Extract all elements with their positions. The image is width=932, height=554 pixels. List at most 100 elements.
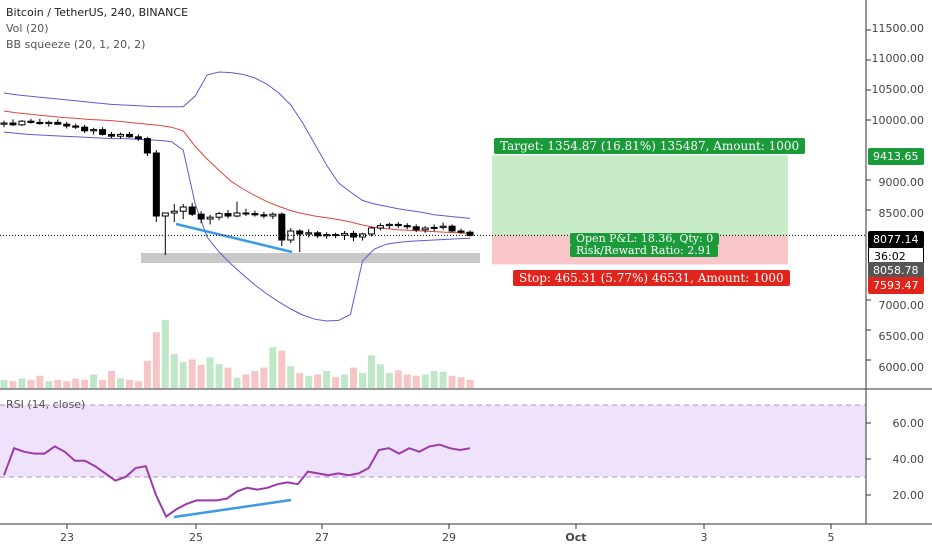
volume-bar xyxy=(215,364,223,388)
volume-bar xyxy=(376,364,384,388)
candle-body xyxy=(188,206,196,215)
profit-zone xyxy=(492,155,788,236)
candle-body xyxy=(117,133,124,137)
volume-bar xyxy=(117,378,124,388)
volume-bar xyxy=(403,374,411,388)
volume-bar xyxy=(170,354,178,388)
volume-bar xyxy=(251,371,259,388)
time-tick: 27 xyxy=(315,531,329,544)
volume-bar xyxy=(341,374,349,388)
candle-body xyxy=(341,232,349,236)
volume-bar xyxy=(385,373,393,388)
candle-body xyxy=(9,122,17,126)
time-tick: 25 xyxy=(189,531,203,544)
candle-body xyxy=(161,212,169,217)
candle-body xyxy=(215,213,223,218)
volume-bar xyxy=(54,379,62,388)
candle-body xyxy=(125,133,133,138)
candle-body xyxy=(224,213,232,217)
candle-body xyxy=(323,234,331,237)
price-tick: 9000.00 xyxy=(878,176,925,189)
volume-bar xyxy=(278,350,286,388)
volume-bar xyxy=(242,374,250,388)
volume-bar xyxy=(430,371,438,388)
candle-body xyxy=(81,126,89,132)
rsi-band-fill xyxy=(0,405,866,477)
candle-body xyxy=(296,230,304,235)
candle-body xyxy=(367,227,375,235)
price-tick: 10500.00 xyxy=(871,83,925,96)
candle-body xyxy=(170,210,178,214)
volume-bar xyxy=(18,378,26,388)
bb-basis-line xyxy=(3,110,471,234)
volume-bar xyxy=(439,371,447,388)
candle-body xyxy=(260,214,268,217)
volume-bar xyxy=(27,379,35,388)
price-tick: 6500.00 xyxy=(878,330,925,343)
candle-body xyxy=(90,129,98,132)
volume-bar xyxy=(350,367,357,388)
candle-body xyxy=(269,213,277,217)
volume-bar xyxy=(197,364,205,388)
candle-body xyxy=(242,212,250,215)
volume-bar xyxy=(296,373,304,388)
volume-bar xyxy=(99,379,107,388)
candle-body xyxy=(143,138,151,154)
volume-bar xyxy=(224,367,232,388)
target-label: Target: 1354.87 (16.81%) 135487, Amount:… xyxy=(494,138,806,154)
price-tick: 10000.00 xyxy=(871,114,925,127)
volume-bar xyxy=(323,371,331,388)
candle-body xyxy=(27,120,35,123)
volume-bar xyxy=(72,378,80,388)
candle-body xyxy=(466,231,474,236)
volume-bar xyxy=(108,371,116,388)
candle-body xyxy=(421,227,429,231)
support-zone xyxy=(141,253,480,263)
candle-body xyxy=(412,226,420,231)
candle-body xyxy=(18,120,26,126)
candle-body xyxy=(305,232,313,235)
candle-body xyxy=(448,225,456,232)
volume-bar xyxy=(394,370,402,388)
volume-bar xyxy=(421,374,429,388)
volume-bar xyxy=(45,381,53,388)
candle-body xyxy=(233,212,241,217)
rsi-trendline xyxy=(173,498,292,519)
rsi-tick: 20.00 xyxy=(892,489,925,502)
volume-bar xyxy=(90,374,98,388)
candle-body xyxy=(403,225,411,228)
volume-bar xyxy=(358,373,366,388)
volume-bar xyxy=(448,375,456,388)
last-price-tag: 8077.14 xyxy=(868,231,924,248)
candle-body xyxy=(251,213,259,216)
price-tick: 11500.00 xyxy=(871,22,925,35)
volume-bar xyxy=(152,332,160,388)
volume-bar xyxy=(188,359,196,388)
candle-body xyxy=(179,206,187,212)
candle-body xyxy=(197,213,205,220)
volume-legend: Vol (20) xyxy=(6,22,49,35)
volume-bar xyxy=(63,381,71,388)
volume-bar xyxy=(367,355,375,388)
price-tick: 6000.00 xyxy=(878,361,925,374)
candle-body xyxy=(36,121,44,125)
candle-body xyxy=(0,122,8,125)
candle-body xyxy=(358,233,366,238)
price-tick: 7000.00 xyxy=(878,299,925,312)
volume-bar xyxy=(412,375,420,388)
price-trendline xyxy=(175,222,293,254)
candle-body xyxy=(54,121,62,125)
open-pl-label: Open P&L: 18.36, Qty: 0 xyxy=(570,233,720,245)
candle-body xyxy=(385,223,393,227)
time-tick: 23 xyxy=(60,531,74,544)
candle-body xyxy=(99,129,107,135)
candle-body xyxy=(278,213,286,241)
rsi-tick: 60.00 xyxy=(892,417,925,430)
rsi-pane xyxy=(0,404,871,519)
candle-body xyxy=(152,152,160,217)
candle-body xyxy=(287,230,295,241)
candle-body xyxy=(108,133,116,137)
volume-bar xyxy=(287,366,295,388)
